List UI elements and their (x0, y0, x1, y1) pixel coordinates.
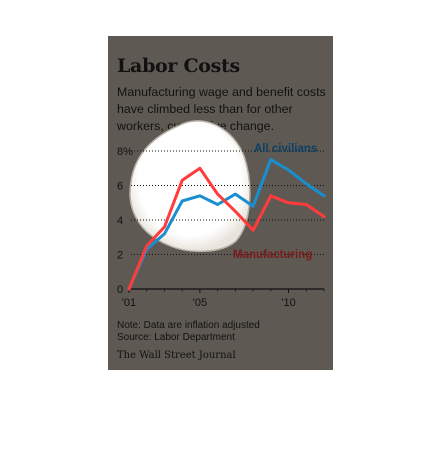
highlight-overlay (129, 120, 251, 253)
source-text: Source: Labor Department (117, 332, 235, 343)
chart-card: Labor Costs Manufacturing wage and benef… (108, 36, 333, 370)
y-tick-label: 4 (117, 215, 123, 227)
y-tick-label: 8% (117, 146, 133, 158)
series-labels: All civilians Manufacturing (233, 143, 317, 261)
x-tick-label: '01 (122, 297, 136, 309)
gridlines (131, 150, 324, 255)
publisher-credit: The Wall Street Journal (117, 350, 236, 361)
x-tick-label: '10 (281, 297, 295, 309)
axes: 0 2 4 6 8% '01 '05 '10 (117, 146, 325, 309)
line-chart: 0 2 4 6 8% '01 '05 '10 All civilians Manufacturi… (117, 120, 326, 309)
y-tick-label: 0 (117, 284, 123, 296)
chart-title: Labor Costs (117, 55, 240, 77)
notes: Note: Data are inflation adjusted Source… (117, 320, 260, 344)
series-line-all-civilians (127, 158, 326, 291)
series-lines (127, 158, 326, 291)
x-tick-label: '05 (193, 297, 207, 309)
series-line-manufacturing (127, 166, 326, 291)
highlight-blob (129, 120, 251, 253)
y-tick-label: 2 (117, 250, 123, 262)
y-tick-label: 6 (117, 181, 123, 193)
series-label-all-civilians: All civilians (254, 143, 317, 155)
series-label-manufacturing: Manufacturing (233, 249, 312, 261)
note-text: Note: Data are inflation adjusted (117, 320, 260, 331)
